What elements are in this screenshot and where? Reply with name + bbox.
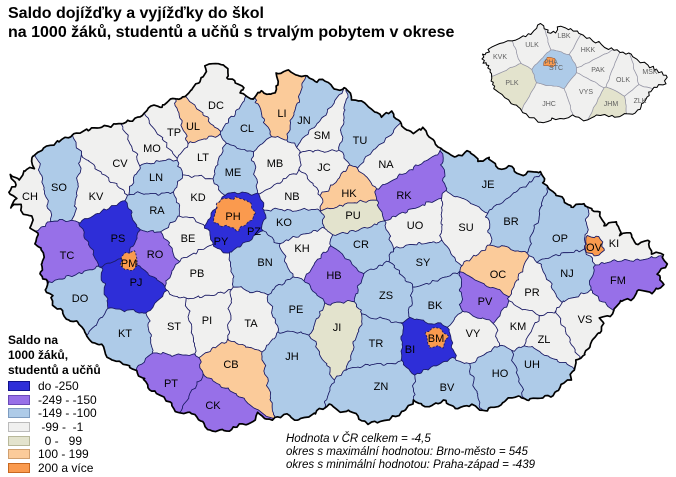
svg-text:LBK: LBK (557, 33, 571, 40)
svg-text:JE: JE (482, 179, 495, 191)
svg-text:KO: KO (276, 217, 292, 229)
svg-text:MB: MB (267, 158, 284, 170)
svg-text:JHM: JHM (604, 101, 619, 108)
svg-text:KH: KH (294, 243, 309, 255)
svg-text:PI: PI (202, 315, 212, 327)
svg-text:TC: TC (60, 250, 75, 262)
svg-text:RA: RA (149, 205, 165, 217)
svg-text:SU: SU (458, 222, 473, 234)
svg-text:ST: ST (167, 321, 181, 333)
svg-text:PM: PM (121, 258, 138, 270)
svg-text:FM: FM (610, 275, 626, 287)
svg-text:JC: JC (317, 162, 331, 174)
svg-text:PJ: PJ (130, 277, 143, 289)
svg-text:RO: RO (147, 249, 164, 261)
svg-text:BI: BI (405, 344, 415, 356)
svg-text:CV: CV (112, 158, 128, 170)
svg-text:PAK: PAK (591, 67, 605, 74)
svg-text:KVK: KVK (493, 54, 507, 61)
svg-text:JH: JH (285, 351, 299, 363)
svg-text:SM: SM (314, 130, 331, 142)
svg-text:CL: CL (240, 123, 254, 135)
svg-text:PT: PT (164, 378, 178, 390)
svg-text:JHC: JHC (542, 101, 556, 108)
svg-text:MSK: MSK (642, 69, 658, 76)
svg-text:TU: TU (353, 135, 368, 147)
svg-text:ZN: ZN (374, 381, 389, 393)
svg-text:VY: VY (466, 328, 481, 340)
svg-text:NA: NA (378, 159, 394, 171)
svg-text:OC: OC (490, 269, 507, 281)
svg-text:DC: DC (208, 100, 224, 112)
svg-text:MO: MO (143, 143, 161, 155)
svg-text:BK: BK (428, 300, 443, 312)
svg-text:CR: CR (353, 239, 369, 251)
svg-text:NB: NB (284, 191, 299, 203)
svg-text:LT: LT (197, 152, 209, 164)
svg-text:CH: CH (22, 191, 38, 203)
svg-text:ZLK: ZLK (634, 98, 647, 105)
svg-text:PHA: PHA (544, 59, 558, 66)
svg-text:PS: PS (111, 233, 126, 245)
svg-text:OLK: OLK (616, 77, 630, 84)
svg-text:LN: LN (149, 172, 163, 184)
svg-text:JI: JI (333, 322, 342, 334)
svg-text:UL: UL (186, 121, 200, 133)
svg-text:BV: BV (440, 382, 455, 394)
svg-text:BM: BM (428, 333, 445, 345)
svg-text:UH: UH (524, 359, 540, 371)
svg-text:VYS: VYS (579, 89, 593, 96)
svg-text:HK: HK (341, 188, 357, 200)
svg-text:VS: VS (578, 314, 593, 326)
svg-text:TP: TP (167, 127, 181, 139)
svg-text:OP: OP (552, 233, 568, 245)
svg-text:JN: JN (297, 115, 311, 127)
svg-text:KD: KD (190, 192, 205, 204)
svg-text:PU: PU (345, 210, 360, 222)
svg-text:STC: STC (549, 65, 563, 72)
svg-text:TR: TR (369, 338, 384, 350)
svg-text:LI: LI (277, 108, 286, 120)
svg-text:ME: ME (225, 167, 242, 179)
svg-text:DO: DO (72, 293, 89, 305)
svg-text:ZL: ZL (538, 334, 551, 346)
svg-text:HO: HO (492, 368, 509, 380)
svg-text:KI: KI (609, 238, 619, 250)
svg-text:PE: PE (289, 304, 304, 316)
svg-text:PH: PH (225, 211, 240, 223)
svg-text:BR: BR (503, 216, 518, 228)
svg-text:PLK: PLK (505, 80, 519, 87)
svg-text:TA: TA (244, 318, 258, 330)
svg-text:SO: SO (51, 182, 67, 194)
svg-text:ULK: ULK (525, 42, 539, 49)
svg-text:KV: KV (89, 191, 104, 203)
svg-text:CB: CB (223, 359, 238, 371)
svg-text:NJ: NJ (560, 268, 573, 280)
svg-text:PY: PY (214, 236, 229, 248)
svg-text:SY: SY (416, 257, 431, 269)
svg-text:BE: BE (181, 233, 196, 245)
svg-text:PB: PB (190, 268, 205, 280)
svg-text:PV: PV (478, 296, 493, 308)
svg-text:HKK: HKK (581, 47, 596, 54)
svg-text:ZS: ZS (379, 290, 393, 302)
svg-text:HB: HB (326, 270, 341, 282)
svg-text:PZ: PZ (247, 226, 261, 238)
svg-text:OV: OV (586, 242, 603, 254)
svg-text:RK: RK (396, 190, 412, 202)
svg-text:CK: CK (205, 400, 221, 412)
svg-text:KT: KT (118, 328, 132, 340)
svg-text:BN: BN (257, 257, 272, 269)
svg-text:PR: PR (524, 287, 539, 299)
svg-text:KM: KM (510, 321, 527, 333)
svg-text:UO: UO (407, 220, 424, 232)
